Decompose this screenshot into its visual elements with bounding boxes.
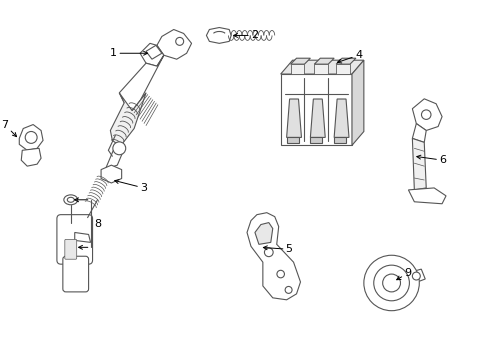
Polygon shape — [413, 123, 426, 142]
Polygon shape — [291, 58, 310, 64]
FancyBboxPatch shape — [315, 64, 328, 74]
Ellipse shape — [64, 195, 78, 205]
Polygon shape — [206, 27, 231, 43]
Polygon shape — [310, 138, 322, 143]
Polygon shape — [310, 99, 325, 138]
Text: 9: 9 — [397, 268, 412, 280]
Polygon shape — [105, 146, 125, 169]
Circle shape — [383, 274, 400, 292]
Polygon shape — [413, 99, 442, 130]
Polygon shape — [334, 138, 346, 143]
Polygon shape — [281, 60, 364, 74]
Circle shape — [421, 110, 431, 120]
Ellipse shape — [67, 197, 74, 202]
FancyBboxPatch shape — [65, 239, 77, 259]
Text: 4: 4 — [338, 50, 362, 63]
Polygon shape — [336, 58, 356, 64]
Circle shape — [374, 265, 410, 301]
FancyBboxPatch shape — [57, 215, 93, 264]
Text: 2: 2 — [234, 31, 258, 40]
Circle shape — [277, 270, 284, 278]
Polygon shape — [140, 43, 164, 66]
Polygon shape — [119, 55, 164, 111]
Polygon shape — [413, 138, 426, 190]
Polygon shape — [75, 233, 91, 242]
Text: 3: 3 — [115, 180, 147, 193]
Polygon shape — [287, 99, 301, 138]
Polygon shape — [255, 222, 273, 244]
Polygon shape — [146, 45, 162, 59]
Circle shape — [176, 37, 184, 45]
Polygon shape — [19, 125, 43, 150]
Polygon shape — [334, 99, 349, 138]
Circle shape — [364, 255, 419, 311]
Polygon shape — [247, 213, 300, 300]
FancyBboxPatch shape — [63, 256, 89, 292]
Polygon shape — [315, 58, 334, 64]
Polygon shape — [21, 148, 41, 166]
Polygon shape — [110, 93, 146, 146]
Polygon shape — [408, 188, 446, 204]
Text: 1: 1 — [110, 48, 147, 58]
Text: 8: 8 — [95, 219, 101, 229]
Polygon shape — [101, 165, 122, 183]
Polygon shape — [352, 60, 364, 145]
Polygon shape — [157, 30, 192, 59]
FancyBboxPatch shape — [336, 64, 350, 74]
Polygon shape — [287, 138, 298, 143]
Circle shape — [113, 142, 126, 155]
Text: 7: 7 — [1, 120, 17, 137]
Polygon shape — [407, 269, 425, 285]
Circle shape — [285, 287, 292, 293]
FancyBboxPatch shape — [281, 74, 352, 145]
Text: 5: 5 — [263, 244, 293, 254]
Circle shape — [265, 248, 273, 257]
Circle shape — [25, 131, 37, 143]
FancyBboxPatch shape — [291, 64, 304, 74]
Text: 6: 6 — [417, 155, 446, 165]
Circle shape — [413, 272, 420, 280]
